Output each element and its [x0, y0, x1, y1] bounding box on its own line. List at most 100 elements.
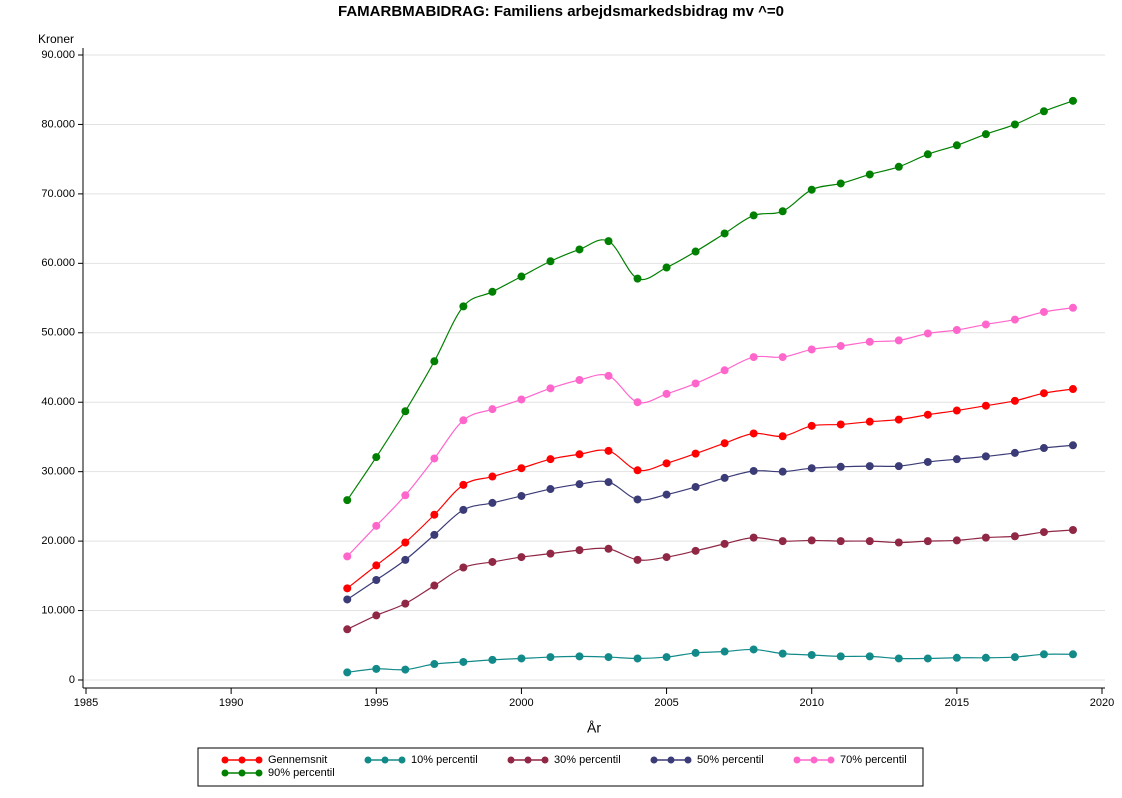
- data-point: [604, 371, 613, 380]
- data-point: [517, 491, 526, 500]
- data-point: [1068, 303, 1077, 312]
- data-point: [517, 395, 526, 404]
- data-point: [575, 480, 584, 489]
- data-point: [546, 384, 555, 393]
- data-point: [488, 405, 497, 414]
- legend-label: 70% percentil: [840, 754, 907, 766]
- data-point: [836, 179, 845, 188]
- data-point: [923, 537, 932, 546]
- data-point: [633, 466, 642, 475]
- data-point: [662, 490, 671, 499]
- data-point: [430, 454, 439, 463]
- data-point: [836, 537, 845, 546]
- data-point: [517, 654, 526, 663]
- data-point: [1068, 385, 1077, 394]
- data-point: [778, 207, 787, 216]
- x-axis-label: År: [587, 720, 601, 736]
- data-point: [691, 546, 700, 555]
- chart-title: FAMARBMABIDRAG: Familiens arbejdsmarkeds…: [338, 3, 784, 20]
- data-point: [575, 376, 584, 384]
- data-point: [488, 498, 497, 507]
- data-point: [1039, 650, 1048, 659]
- legend-marker: [255, 756, 263, 764]
- data-point: [343, 584, 352, 593]
- x-tick-label: 2020: [1090, 697, 1114, 709]
- data-point: [691, 449, 700, 458]
- data-point: [401, 665, 410, 674]
- data-point: [546, 455, 555, 464]
- series-line: [346, 388, 1074, 589]
- data-point: [691, 247, 700, 256]
- data-point: [1010, 532, 1019, 541]
- data-point: [836, 341, 845, 350]
- data-point: [343, 668, 352, 677]
- data-point: [894, 538, 903, 547]
- legend-marker: [381, 756, 389, 764]
- data-point: [430, 660, 439, 669]
- series-line: [346, 100, 1074, 501]
- data-point: [720, 439, 729, 448]
- data-point: [778, 537, 787, 546]
- data-point: [1039, 444, 1048, 453]
- data-point: [1068, 96, 1077, 105]
- data-point: [1039, 389, 1048, 398]
- data-point: [1010, 448, 1019, 457]
- data-point: [372, 576, 381, 584]
- data-point: [981, 130, 990, 139]
- data-point: [662, 459, 671, 468]
- series-line: [346, 444, 1074, 600]
- data-point: [981, 653, 990, 662]
- legend-marker: [650, 756, 658, 764]
- legend-label: 50% percentil: [697, 754, 764, 766]
- data-point: [807, 421, 816, 430]
- data-point: [807, 536, 816, 545]
- data-point: [662, 389, 671, 398]
- data-point: [575, 245, 584, 254]
- data-point: [401, 407, 410, 416]
- data-point: [1068, 526, 1077, 534]
- data-point: [372, 521, 381, 530]
- data-point: [749, 533, 758, 542]
- data-point: [546, 549, 555, 558]
- data-point: [372, 453, 381, 462]
- x-tick-label: 2000: [509, 697, 533, 709]
- data-point: [401, 538, 410, 547]
- data-point: [952, 406, 961, 415]
- data-point: [633, 398, 642, 407]
- legend-marker: [221, 769, 229, 777]
- data-point: [1010, 396, 1019, 405]
- data-point: [575, 450, 584, 459]
- data-point: [836, 420, 845, 429]
- data-point: [952, 141, 961, 150]
- legend-marker: [793, 756, 801, 764]
- data-point: [1068, 650, 1077, 659]
- data-point: [430, 357, 439, 366]
- legend-marker: [684, 756, 692, 764]
- data-point: [546, 485, 555, 494]
- data-point: [749, 466, 758, 475]
- data-point: [401, 491, 410, 500]
- data-point: [691, 648, 700, 657]
- legend-label: 30% percentil: [554, 754, 621, 766]
- legend-marker: [541, 756, 549, 764]
- data-point: [778, 649, 787, 658]
- data-point: [720, 366, 729, 375]
- data-point: [662, 553, 671, 562]
- data-point: [1010, 120, 1019, 129]
- data-point: [720, 539, 729, 548]
- y-tick-label: 70.000: [41, 188, 75, 200]
- data-point: [981, 533, 990, 542]
- data-point: [749, 429, 758, 438]
- y-tick-label: 60.000: [41, 257, 75, 269]
- y-tick-label: 30.000: [41, 466, 75, 478]
- legend-marker: [238, 769, 246, 777]
- y-tick-label: 10.000: [41, 604, 75, 616]
- data-point: [865, 417, 874, 426]
- x-tick-label: 1985: [74, 697, 98, 709]
- data-point: [1039, 307, 1048, 316]
- data-point: [343, 552, 352, 561]
- y-axis-label: Kroner: [38, 32, 74, 46]
- data-point: [981, 452, 990, 461]
- data-point: [836, 462, 845, 471]
- data-point: [952, 326, 961, 334]
